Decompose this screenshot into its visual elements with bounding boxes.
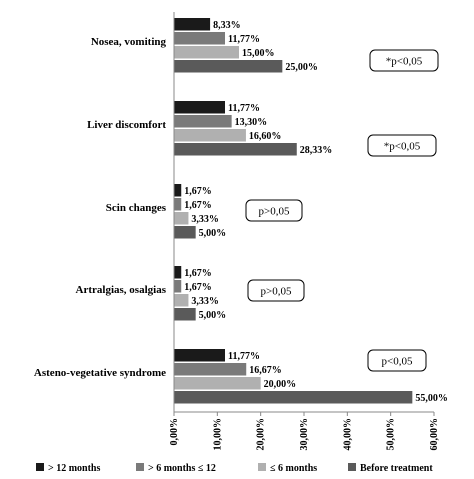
category-label-4: Asteno-vegetative syndrome <box>34 367 166 379</box>
bar-0-0 <box>174 18 211 31</box>
legend-swatch-0 <box>36 463 44 471</box>
p-value-label-0: *p<0,05 <box>386 56 423 68</box>
bar-3-2 <box>174 294 189 307</box>
bar-3-1 <box>174 280 182 293</box>
bar-4-0 <box>174 349 226 362</box>
value-label-2-3: 5,00% <box>199 228 227 239</box>
value-label-1-1: 13,30% <box>235 117 268 128</box>
x-tick-label-2: 20,00% <box>256 418 267 451</box>
bar-1-1 <box>174 115 232 128</box>
bar-0-3 <box>174 60 283 73</box>
bar-4-3 <box>174 391 413 404</box>
bar-2-1 <box>174 198 182 211</box>
x-tick-label-6: 60,00% <box>429 418 440 451</box>
bar-4-1 <box>174 363 247 376</box>
p-value-label-4: p<0,05 <box>382 356 413 368</box>
bar-3-3 <box>174 308 196 321</box>
bar-1-0 <box>174 101 226 114</box>
x-tick-label-3: 30,00% <box>299 418 310 451</box>
x-tick-label-0: 0,00% <box>169 418 180 446</box>
p-value-box-0 <box>369 49 439 72</box>
bar-2-3 <box>174 226 196 239</box>
value-label-1-0: 11,77% <box>228 103 260 114</box>
bar-4-2 <box>174 377 261 390</box>
bar-2-2 <box>174 212 189 225</box>
category-label-0: Nosea, vomiting <box>91 36 167 48</box>
bar-1-2 <box>174 129 246 142</box>
bar-0-1 <box>174 32 226 45</box>
value-label-0-3: 25,00% <box>285 62 318 73</box>
p-value-box-1 <box>367 134 437 157</box>
value-label-4-2: 20,00% <box>264 379 297 390</box>
value-label-2-1: 1,67% <box>184 200 212 211</box>
p-value-box-2 <box>245 199 303 222</box>
value-label-3-1: 1,67% <box>184 282 212 293</box>
bar-3-0 <box>174 266 182 279</box>
value-label-2-2: 3,33% <box>191 214 219 225</box>
p-value-box-3 <box>247 279 305 302</box>
value-label-3-2: 3,33% <box>191 296 219 307</box>
bar-2-0 <box>174 184 182 197</box>
x-tick-label-5: 50,00% <box>386 418 397 451</box>
legend-label-1: > 6 months ≤ 12 <box>148 463 216 474</box>
legend-swatch-2 <box>258 463 266 471</box>
value-label-3-3: 5,00% <box>199 310 227 321</box>
p-value-label-2: p>0,05 <box>259 206 290 218</box>
value-label-1-2: 16,60% <box>249 131 282 142</box>
category-label-2: Scin changes <box>106 202 167 214</box>
bar-1-3 <box>174 143 297 156</box>
value-label-4-3: 55,00% <box>415 393 448 404</box>
value-label-2-0: 1,67% <box>184 186 212 197</box>
value-label-0-0: 8,33% <box>213 20 241 31</box>
value-label-4-0: 11,77% <box>228 351 260 362</box>
p-value-box-4 <box>367 349 427 372</box>
category-label-3: Artralgias, osalgias <box>76 284 167 296</box>
value-label-0-1: 11,77% <box>228 34 260 45</box>
x-tick-label-1: 10,00% <box>212 418 223 451</box>
value-label-3-0: 1,67% <box>184 268 212 279</box>
p-value-label-3: p>0,05 <box>261 286 292 298</box>
value-label-0-2: 15,00% <box>242 48 275 59</box>
legend-swatch-1 <box>136 463 144 471</box>
legend-label-2: ≤ 6 months <box>270 463 317 474</box>
x-tick-label-4: 40,00% <box>342 418 353 451</box>
bar-0-2 <box>174 46 239 59</box>
legend-label-3: Before treatment <box>360 463 433 474</box>
value-label-4-1: 16,67% <box>249 365 282 376</box>
legend-label-0: > 12 months <box>48 463 100 474</box>
category-label-1: Liver discomfort <box>87 119 166 131</box>
p-value-label-1: *p<0,05 <box>384 141 421 153</box>
legend-swatch-3 <box>348 463 356 471</box>
value-label-1-3: 28,33% <box>300 145 333 156</box>
